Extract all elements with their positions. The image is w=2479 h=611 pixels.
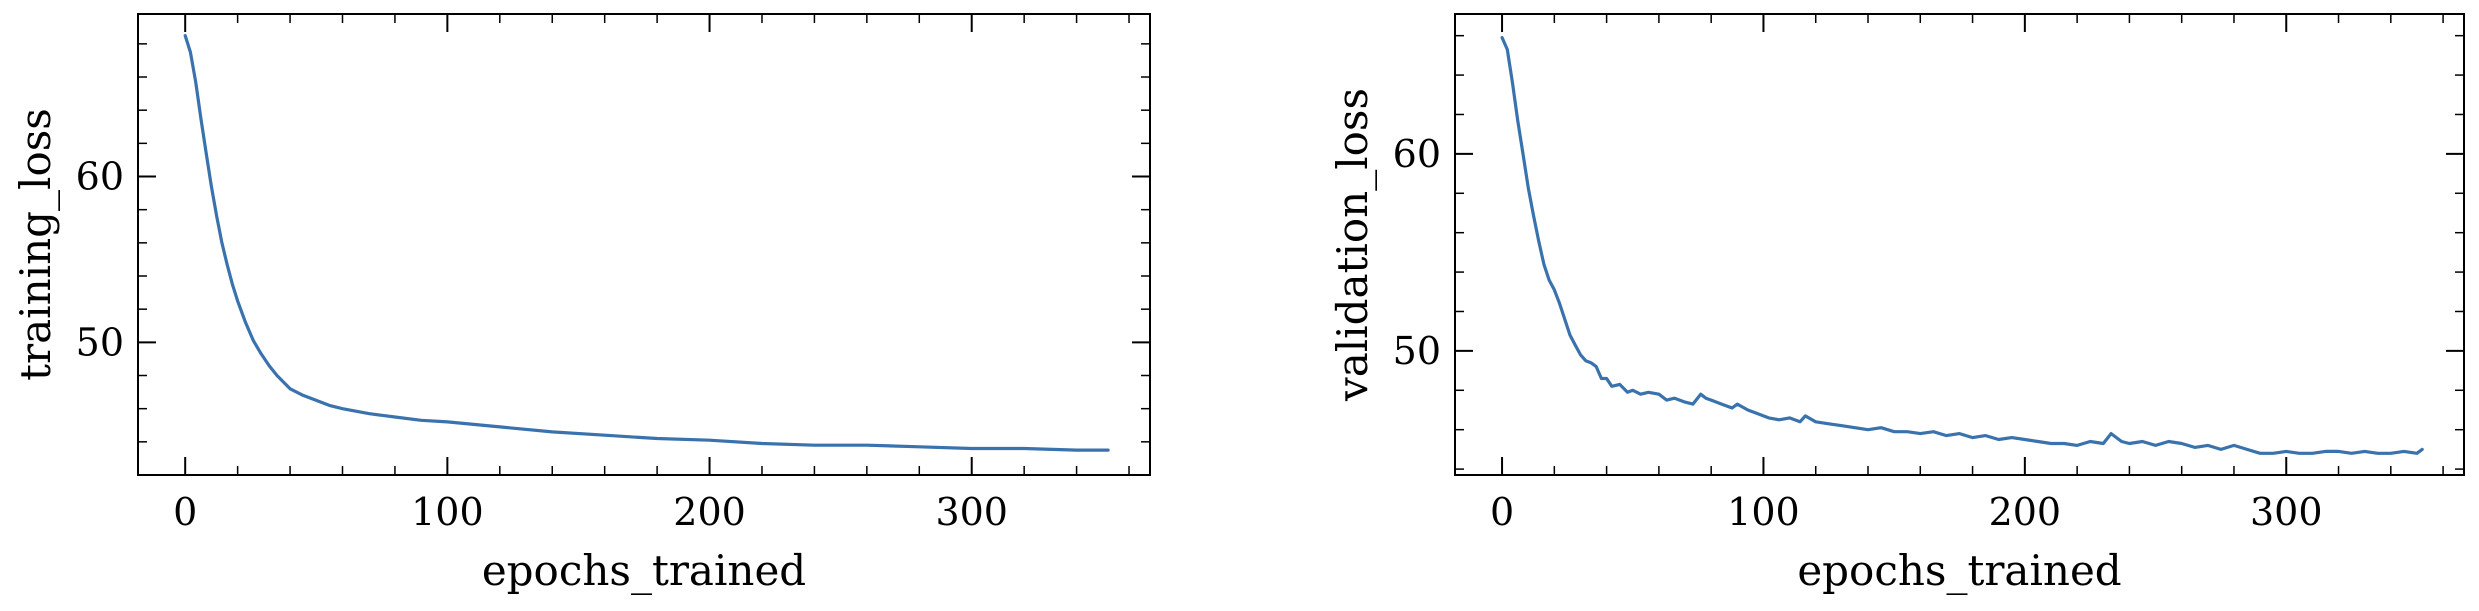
y-axis-label: validation_loss	[1328, 88, 1377, 402]
x-tick-label: 300	[935, 490, 1008, 534]
axes-frame	[137, 13, 1151, 476]
x-tick-label: 200	[673, 490, 746, 534]
training-loss-chart: 0 100 200 300 50 60 epochs_trained training_los…	[11, 13, 1151, 595]
validation-loss-chart: 0 100 200 300 50 60 epochs_trained validation_l…	[1328, 13, 2465, 595]
x-tick-label: 300	[2250, 490, 2323, 534]
series-line	[183, 33, 1110, 452]
y-tick-label: 60	[76, 155, 124, 199]
x-tick-label: 0	[1490, 490, 1514, 534]
x-tick-label: 0	[173, 490, 197, 534]
x-axis-label: epochs_trained	[482, 546, 806, 595]
x-tick-label: 200	[1989, 490, 2062, 534]
axes-frame	[1454, 13, 2465, 476]
y-axis-label: training_loss	[11, 108, 60, 381]
y-tick-label: 50	[1393, 329, 1441, 373]
series-line	[1500, 35, 2424, 455]
y-tick-label: 50	[76, 320, 124, 364]
y-tick-label: 60	[1393, 132, 1441, 176]
x-axis-label: epochs_trained	[1797, 546, 2121, 595]
x-tick-label: 100	[411, 490, 484, 534]
x-tick-label: 100	[1727, 490, 1800, 534]
